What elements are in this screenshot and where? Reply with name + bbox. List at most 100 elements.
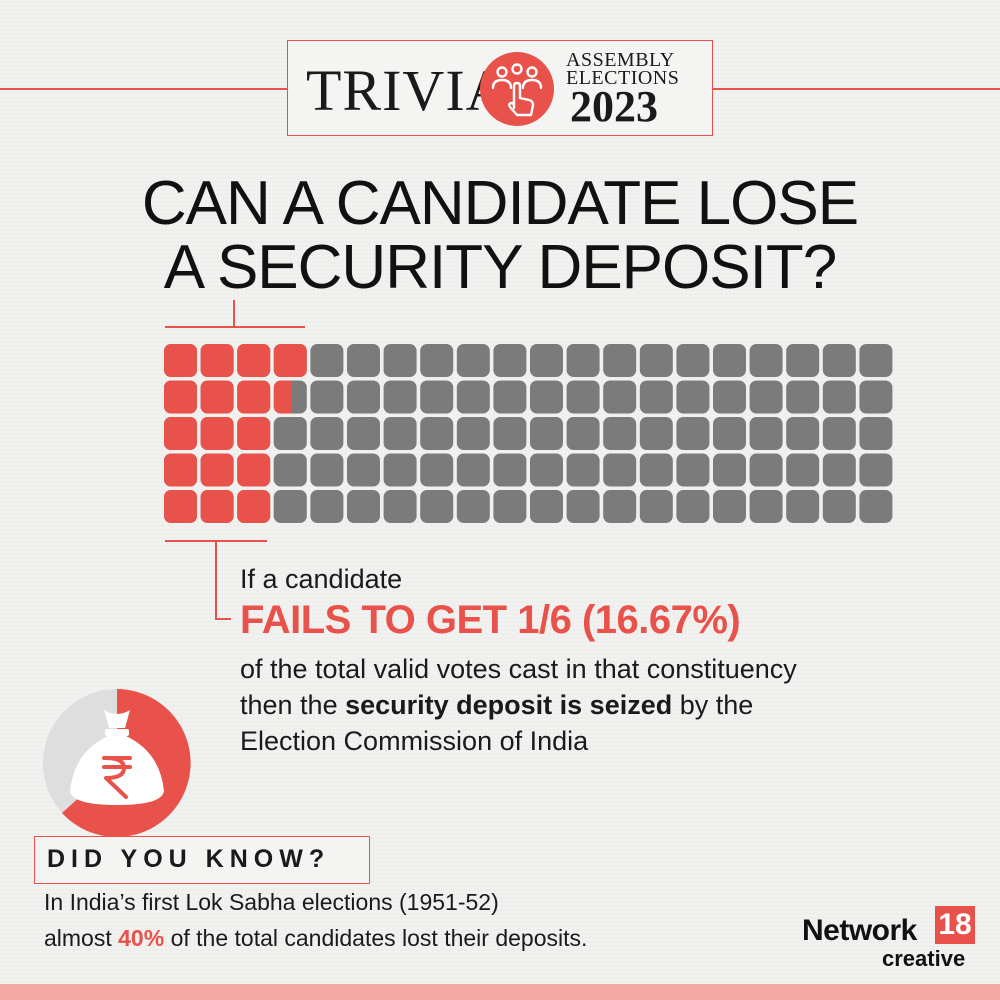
vote-cell	[347, 344, 380, 377]
vote-cell	[383, 380, 417, 414]
body-line-3-bold: security deposit is seized	[345, 690, 673, 720]
vote-cell	[786, 344, 820, 377]
fact-percentage: 40%	[118, 925, 165, 951]
vote-cell	[347, 417, 380, 450]
vote-cell	[603, 453, 637, 487]
vote-cell	[603, 417, 637, 450]
vote-cell	[639, 417, 673, 450]
vote-cell-lost-share	[164, 490, 197, 523]
vote-cell	[713, 417, 746, 450]
vote-cell-lost-share	[164, 380, 197, 414]
vote-cell-lost-share	[237, 344, 271, 377]
bracket-top	[165, 326, 305, 328]
vote-cell-lost-share	[273, 344, 307, 377]
body-line-3-post: by the	[672, 690, 754, 720]
vote-cell	[493, 453, 527, 487]
vote-cell	[713, 453, 746, 487]
threshold-highlight: FAILS TO GET 1/6 (16.67%)	[240, 598, 741, 642]
vote-cell	[420, 380, 454, 414]
vote-cell	[639, 380, 673, 414]
vote-cell	[310, 490, 344, 523]
headline-line-2: A SECURITY DEPOSIT?	[163, 233, 837, 302]
body-line-3-pre: then the	[240, 690, 346, 720]
vote-cell-lost-share	[200, 453, 234, 487]
header-rule-right	[712, 88, 1000, 90]
vote-cell	[822, 380, 856, 414]
vote-cell	[493, 344, 527, 377]
vote-cell	[493, 417, 527, 450]
elections-label: ELECTIONS	[566, 67, 680, 89]
vote-cell	[456, 453, 490, 487]
vote-cell	[822, 344, 856, 377]
year-label: 2023	[570, 82, 658, 131]
vote-cell	[566, 490, 600, 523]
vote-cell	[749, 417, 783, 450]
vote-cell	[493, 380, 527, 414]
vote-cell	[713, 380, 746, 414]
vote-cell	[420, 417, 454, 450]
vote-cell	[530, 453, 563, 487]
vote-cell	[859, 453, 893, 487]
vote-cell-lost-share	[200, 417, 234, 450]
did-you-know-label: DID YOU KNOW?	[47, 845, 331, 873]
vote-cell	[713, 490, 746, 523]
vote-cell	[530, 417, 563, 450]
assembly-label: ASSEMBLY	[566, 49, 675, 71]
vote-cell	[713, 344, 746, 377]
vote-cell-lost-share	[200, 490, 234, 523]
fact-line-2-post: of the total candidates lost their depos…	[164, 925, 588, 951]
vote-cell	[676, 490, 710, 523]
vote-cell	[639, 453, 673, 487]
vote-cell	[347, 453, 380, 487]
vote-cell	[676, 417, 710, 450]
vote-cell	[347, 490, 380, 523]
vote-cell	[456, 490, 490, 523]
vote-cell	[273, 417, 307, 450]
did-you-know-box: DID YOU KNOW?	[34, 836, 370, 884]
header-rule-left	[0, 88, 288, 90]
vote-cell	[420, 490, 454, 523]
money-bag-rupee-icon	[43, 689, 191, 837]
voting-hand-icon	[480, 52, 554, 126]
vote-cell	[530, 344, 563, 377]
vote-cell-lost-share	[164, 453, 197, 487]
vote-cell	[566, 453, 600, 487]
vote-cell	[749, 490, 783, 523]
bracket-bottom-stem	[215, 541, 217, 620]
body-line-4: Election Commission of India	[240, 726, 589, 756]
vote-cell	[786, 417, 820, 450]
logo-creative: creative	[882, 946, 966, 971]
vote-cell	[603, 380, 637, 414]
vote-cell	[859, 490, 893, 523]
vote-cell	[273, 453, 307, 487]
vote-cell	[383, 490, 417, 523]
vote-cell	[383, 417, 417, 450]
vote-cell	[566, 417, 600, 450]
logo-network: Network	[802, 914, 917, 947]
vote-cell-lost-share	[164, 417, 197, 450]
vote-cell	[456, 417, 490, 450]
vote-cell	[676, 344, 710, 377]
vote-cell	[493, 490, 527, 523]
vote-cell	[310, 344, 344, 377]
vote-cell-lost-share	[200, 344, 234, 377]
vote-cell	[786, 380, 820, 414]
vote-cell	[383, 344, 417, 377]
fact-line-2-pre: almost	[44, 925, 119, 951]
bracket-top-stem	[233, 300, 235, 327]
vote-cell-lost-share	[164, 344, 197, 377]
vote-cell	[822, 417, 856, 450]
vote-cell	[749, 453, 783, 487]
fact-line-1: In India’s first Lok Sabha elections (19…	[44, 889, 499, 915]
vote-cell	[639, 344, 673, 377]
vote-cell	[310, 417, 344, 450]
vote-cell-lost-share	[200, 380, 234, 414]
vote-cell	[603, 344, 637, 377]
body-line-3: then the security deposit is seized by t…	[240, 688, 753, 722]
vote-cell	[786, 490, 820, 523]
vote-cell-lost-share	[237, 380, 271, 414]
vote-cell	[859, 344, 893, 377]
vote-cell	[347, 380, 380, 414]
vote-cell	[749, 380, 783, 414]
vote-cell	[420, 344, 454, 377]
